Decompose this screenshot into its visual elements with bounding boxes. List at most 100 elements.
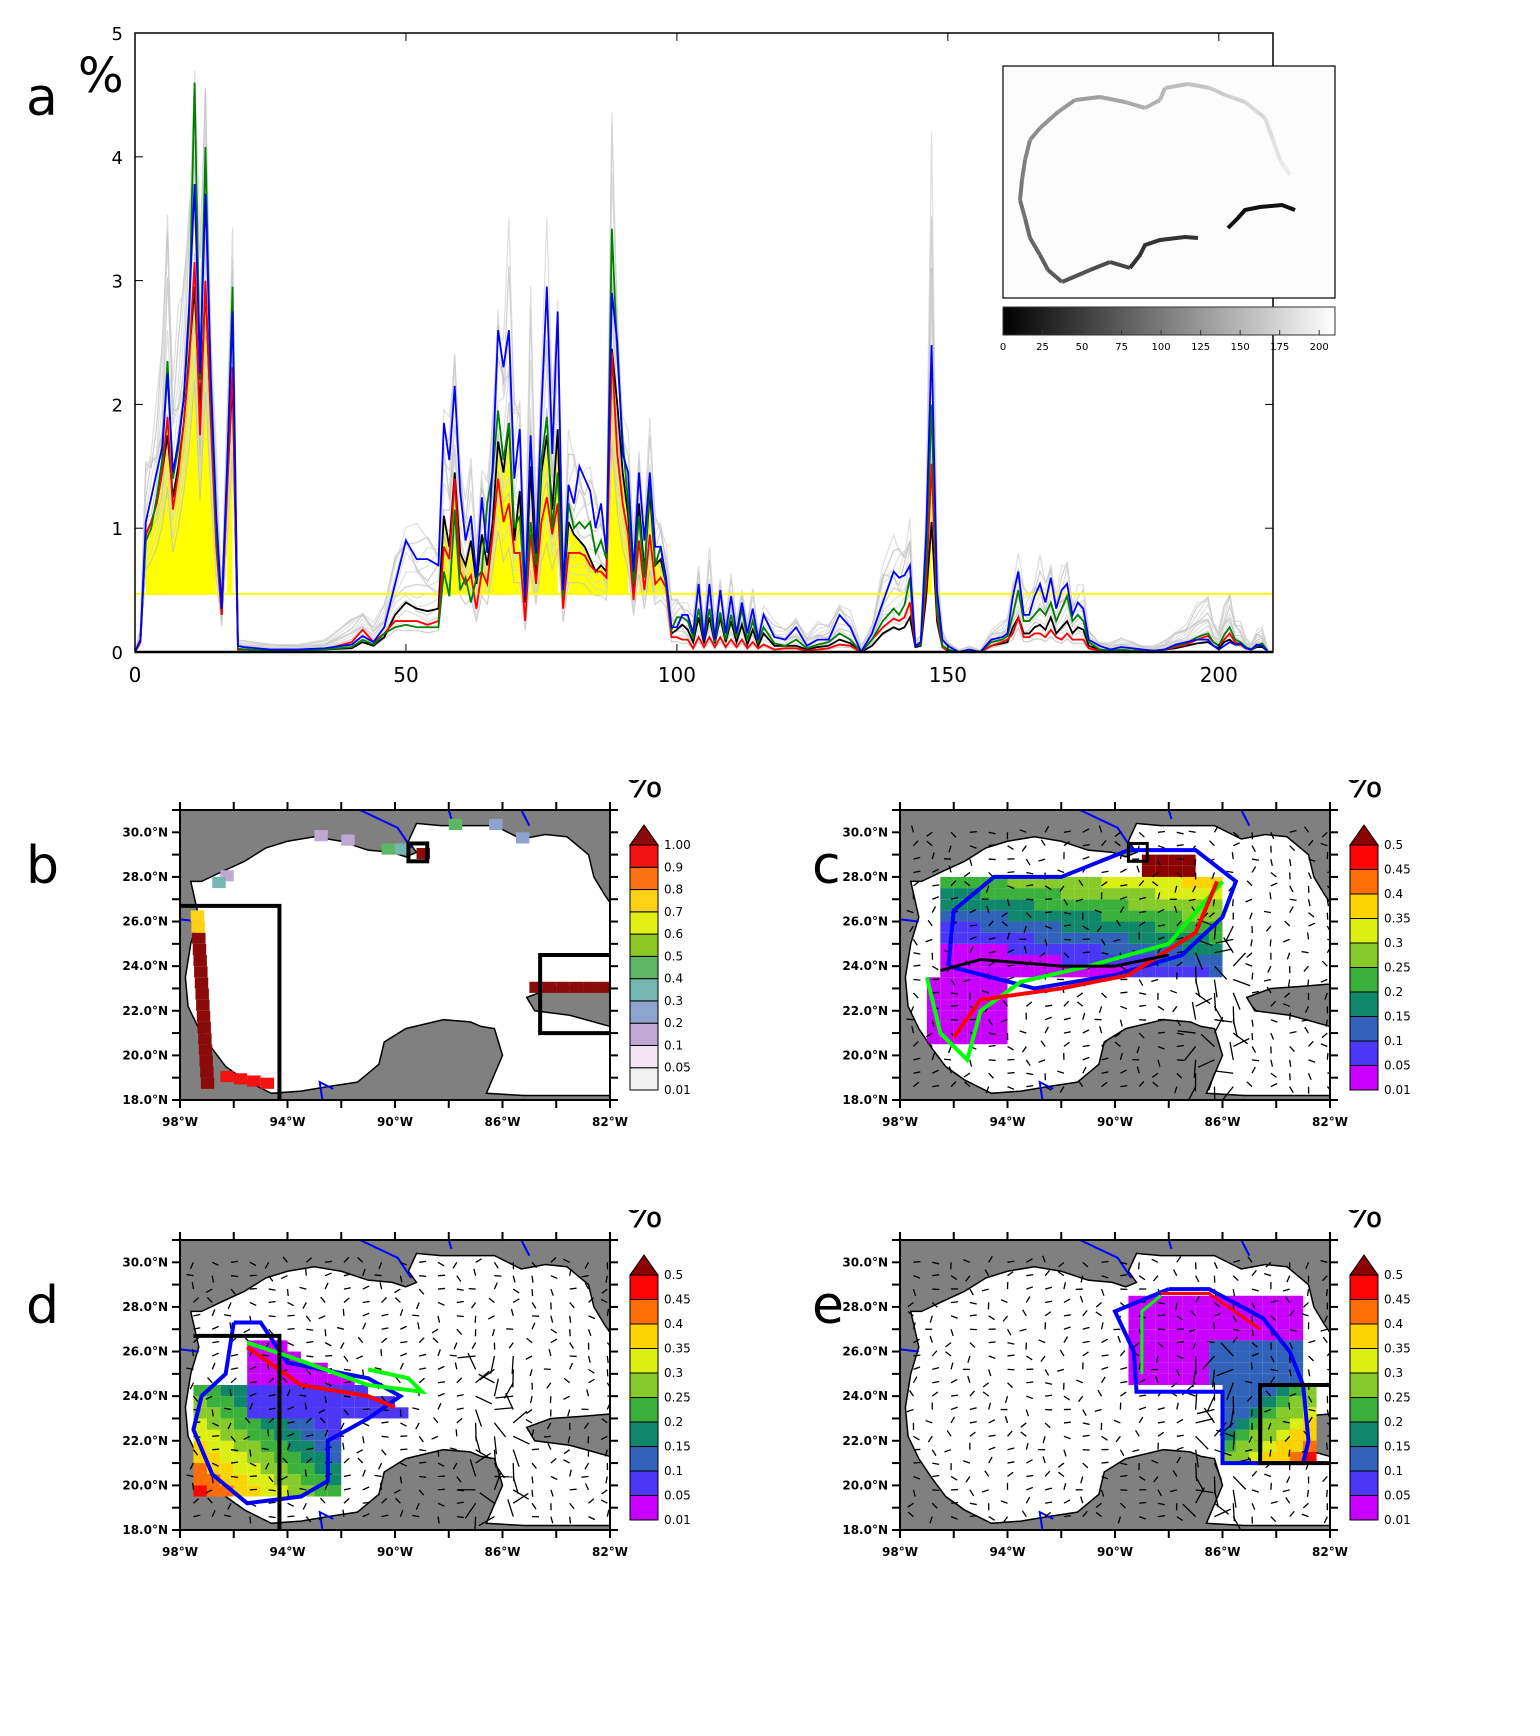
concentration-cell (1047, 899, 1062, 911)
concentration-cell (980, 1010, 995, 1022)
current-vector (982, 1382, 990, 1388)
colorbar-label: 0.05 (664, 1061, 691, 1075)
current-vector (1082, 1462, 1089, 1469)
current-vector (1192, 1342, 1197, 1350)
current-vector (1096, 925, 1103, 933)
current-vector (1326, 1052, 1329, 1060)
current-vector (1176, 831, 1184, 835)
lon-tick-label: 90°W (1097, 1545, 1133, 1559)
concentration-cell (1168, 888, 1183, 900)
current-vector (1119, 1502, 1126, 1509)
current-vector (400, 1340, 408, 1344)
current-vector (588, 1378, 595, 1384)
concentration-cell (967, 1021, 981, 1034)
concentration-cell (1074, 921, 1089, 933)
lat-tick-label: 24.0°N (122, 1389, 168, 1403)
current-vector (1100, 1489, 1105, 1497)
concentration-cell (1061, 932, 1075, 944)
current-vector (287, 1432, 295, 1437)
current-vector (913, 952, 921, 955)
concentration-cell (1088, 966, 1102, 978)
concentration-cell (260, 1373, 275, 1385)
current-vector (1282, 1003, 1290, 1007)
current-vector (1133, 1342, 1140, 1348)
lat-tick-label: 30.0°N (122, 825, 168, 839)
current-vector (400, 1448, 408, 1451)
current-vector (1119, 1449, 1125, 1457)
current-vector (1057, 1070, 1065, 1074)
inset-coast-segment (1187, 82, 1211, 90)
current-vector (437, 1261, 445, 1267)
concentration-cell (1276, 1295, 1290, 1307)
colorbar-label: 0.4 (664, 1317, 683, 1331)
current-vector (1044, 1026, 1049, 1034)
ensemble-member-line (135, 88, 1269, 652)
current-vector (249, 1261, 257, 1267)
concentration-cell (1034, 899, 1048, 911)
current-vector (969, 924, 977, 927)
concentration-cell (300, 1385, 315, 1397)
concentration-cell (940, 1010, 954, 1022)
concentration-cell (953, 921, 968, 933)
current-vector (1307, 1072, 1312, 1080)
river (1167, 1240, 1173, 1250)
concentration-cell (1061, 876, 1075, 889)
current-vector (1191, 1001, 1197, 1020)
current-vector (1080, 1476, 1084, 1484)
current-vector (1101, 1338, 1108, 1344)
concentration-cell (1235, 1385, 1250, 1397)
concentration-cell (1101, 921, 1115, 933)
current-vector (265, 1462, 270, 1470)
current-vector (988, 1456, 993, 1464)
concentration-cell (1047, 966, 1062, 978)
concentration-cell (287, 1407, 301, 1419)
concentration-cell (1168, 943, 1183, 955)
current-vector (912, 992, 919, 999)
current-vector (1226, 870, 1234, 874)
concentration-cell (953, 888, 968, 900)
concentration-cell (1289, 1329, 1304, 1341)
lat-tick-label: 22.0°N (122, 1004, 168, 1018)
current-vector (1026, 1274, 1034, 1277)
current-vector (395, 1376, 401, 1384)
y-tick-label: 0 (112, 643, 123, 664)
current-vector (1138, 1081, 1145, 1088)
current-vector (1231, 899, 1234, 907)
concentration-cell (1168, 1329, 1183, 1341)
inset-colorbar-tick-label: 125 (1191, 342, 1210, 353)
map-area (900, 810, 1330, 1100)
current-vector (1174, 885, 1178, 893)
colorbar-swatch (1349, 1323, 1379, 1349)
current-vector (1075, 898, 1083, 902)
current-vector (400, 1352, 408, 1357)
concentration-cell (1289, 1340, 1304, 1352)
current-vector (305, 1257, 313, 1263)
current-vector (1270, 858, 1273, 867)
current-vector (1232, 1275, 1239, 1282)
current-vector (1082, 1012, 1086, 1020)
current-vector (1176, 1369, 1180, 1377)
current-vector (587, 1355, 591, 1363)
current-vector (305, 1417, 312, 1424)
concentration-cell (940, 888, 954, 900)
current-vector (493, 1282, 498, 1290)
current-vector (550, 1288, 554, 1296)
current-vector (193, 1498, 200, 1504)
current-vector (1044, 885, 1052, 891)
concentration-cell (1155, 854, 1169, 866)
colorbar-label: 0.9 (664, 860, 683, 874)
concentration-cell (1182, 899, 1196, 911)
concentration-cell (489, 818, 503, 831)
concentration-cell (1115, 955, 1129, 967)
current-vector (945, 1351, 952, 1357)
concentration-cell (300, 1440, 315, 1452)
concentration-cell (1235, 1306, 1250, 1319)
current-vector (913, 1354, 921, 1357)
current-vector (1120, 1084, 1128, 1088)
current-vector (1007, 1430, 1013, 1437)
current-vector (1138, 921, 1146, 927)
concentration-cell (940, 910, 954, 922)
concentration-cell (1222, 1385, 1236, 1397)
concentration-cell (1209, 1351, 1223, 1363)
concentration-cell (1209, 1318, 1223, 1330)
